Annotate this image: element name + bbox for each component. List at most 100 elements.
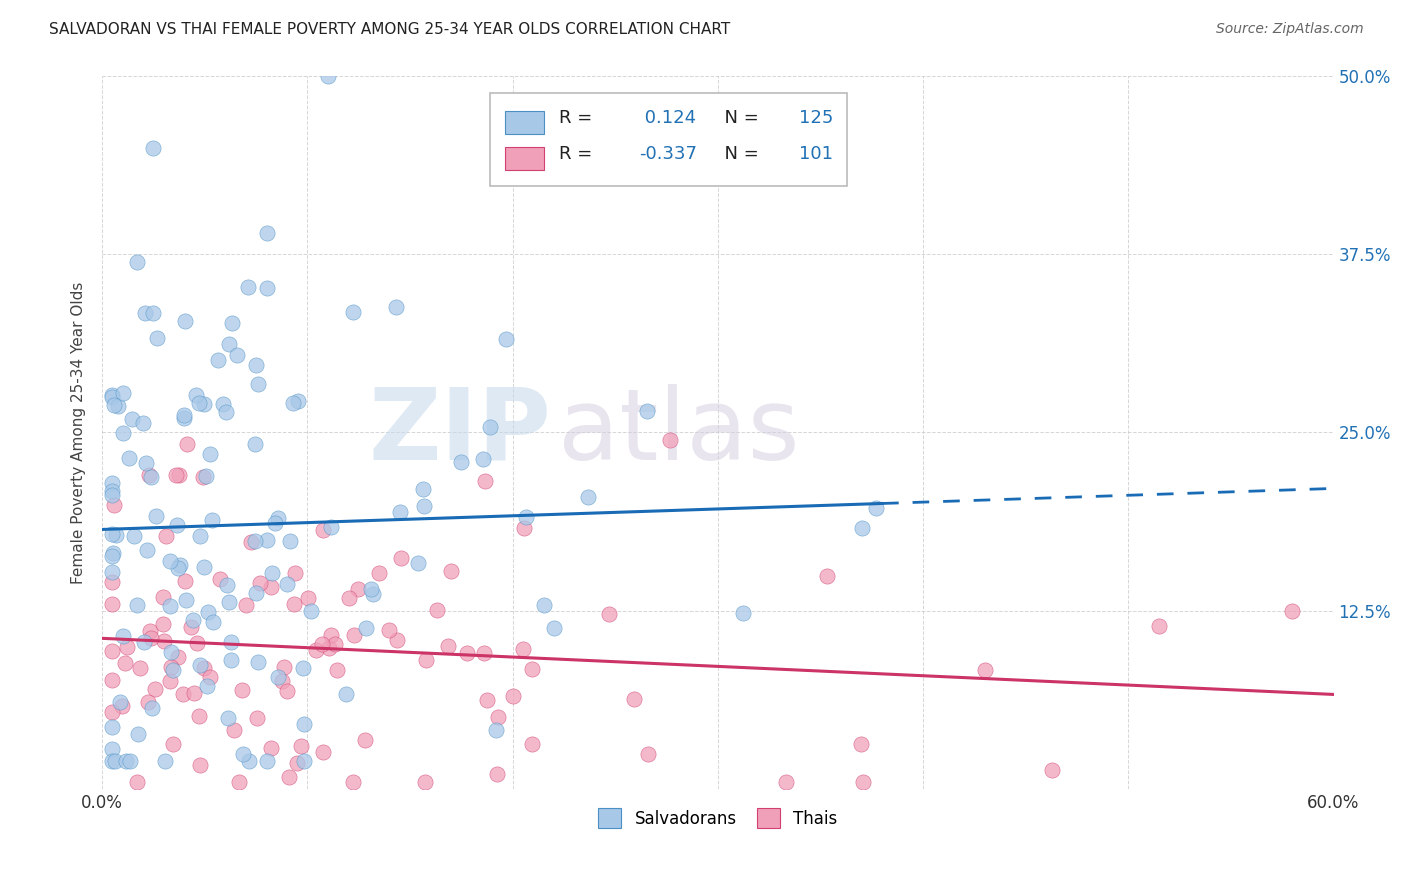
Point xyxy=(167,468,190,483)
Point xyxy=(101,476,124,491)
Point xyxy=(485,723,508,738)
Point xyxy=(101,388,124,402)
Point xyxy=(267,510,290,524)
Y-axis label: Female Poverty Among 25-34 Year Olds: Female Poverty Among 25-34 Year Olds xyxy=(72,281,86,583)
Point xyxy=(183,686,205,700)
Point xyxy=(278,533,301,548)
Point xyxy=(474,475,496,489)
Point xyxy=(186,635,208,649)
Point xyxy=(277,771,299,785)
Point xyxy=(122,529,145,543)
Point xyxy=(101,390,124,404)
Point xyxy=(143,681,166,696)
Text: 101: 101 xyxy=(799,145,834,162)
Point xyxy=(256,227,278,241)
Point xyxy=(335,687,357,701)
Point xyxy=(731,606,754,620)
Point xyxy=(260,566,283,580)
Point xyxy=(183,613,205,627)
Point xyxy=(217,578,239,592)
Point xyxy=(456,647,478,661)
Point xyxy=(103,498,125,512)
Point xyxy=(368,566,391,580)
Point xyxy=(107,400,129,414)
Point xyxy=(815,569,838,583)
Point xyxy=(115,640,138,654)
Point xyxy=(263,516,285,530)
Point xyxy=(201,513,224,527)
Point xyxy=(221,316,243,330)
Point xyxy=(198,670,221,684)
Point xyxy=(412,482,434,496)
Point xyxy=(543,621,565,635)
Point xyxy=(450,455,472,469)
Point xyxy=(132,416,155,430)
Point xyxy=(195,679,218,693)
Point xyxy=(486,709,509,723)
Point xyxy=(319,519,342,533)
Point xyxy=(129,661,152,675)
Point xyxy=(101,575,124,590)
Point xyxy=(145,508,167,523)
Point xyxy=(281,396,304,410)
Point xyxy=(1147,619,1170,633)
Point xyxy=(218,595,240,609)
Point xyxy=(159,673,181,688)
Point xyxy=(415,775,437,789)
Point xyxy=(356,622,378,636)
Point xyxy=(260,741,283,756)
Point xyxy=(478,420,501,434)
Point xyxy=(214,405,236,419)
Point xyxy=(385,300,408,314)
Text: Source: ZipAtlas.com: Source: ZipAtlas.com xyxy=(1216,22,1364,37)
Point xyxy=(297,591,319,605)
Point xyxy=(219,635,242,649)
Point xyxy=(267,669,290,683)
Point xyxy=(111,699,134,714)
Point xyxy=(321,628,343,642)
Point xyxy=(311,637,333,651)
Point xyxy=(141,701,163,715)
Point xyxy=(173,314,195,328)
Point xyxy=(512,641,534,656)
Point xyxy=(285,756,308,770)
Point xyxy=(193,661,215,675)
Point xyxy=(104,754,127,768)
Point xyxy=(658,434,681,448)
Point xyxy=(316,69,339,83)
Point xyxy=(173,411,195,425)
Point xyxy=(256,533,278,548)
Point xyxy=(188,757,211,772)
Point xyxy=(974,663,997,677)
Point xyxy=(339,591,361,605)
Point xyxy=(849,737,872,751)
Point xyxy=(228,775,250,789)
Point xyxy=(522,662,544,676)
Point xyxy=(153,754,176,768)
Point xyxy=(187,395,209,409)
Point xyxy=(865,501,887,516)
Point xyxy=(354,733,377,747)
FancyBboxPatch shape xyxy=(491,94,848,186)
Point xyxy=(101,549,124,563)
Point xyxy=(426,602,449,616)
Point xyxy=(110,695,132,709)
Point xyxy=(142,306,165,320)
FancyBboxPatch shape xyxy=(505,147,544,169)
Point xyxy=(287,394,309,409)
Point xyxy=(217,711,239,725)
Point xyxy=(247,376,270,391)
Point xyxy=(388,504,411,518)
Point xyxy=(471,451,494,466)
Point xyxy=(413,500,436,514)
Point xyxy=(636,404,658,418)
Point xyxy=(134,635,156,649)
Point xyxy=(283,597,305,611)
Text: -0.337: -0.337 xyxy=(640,145,697,162)
Text: 125: 125 xyxy=(799,109,834,127)
Point xyxy=(623,691,645,706)
Point xyxy=(125,598,148,612)
Point xyxy=(127,727,149,741)
Point xyxy=(174,574,197,588)
Point xyxy=(112,629,135,643)
